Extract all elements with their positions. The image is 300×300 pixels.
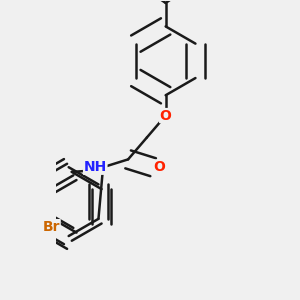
Text: O: O — [160, 109, 172, 123]
Text: Br: Br — [43, 220, 60, 234]
Text: O: O — [153, 160, 165, 174]
Text: NH: NH — [84, 160, 107, 174]
